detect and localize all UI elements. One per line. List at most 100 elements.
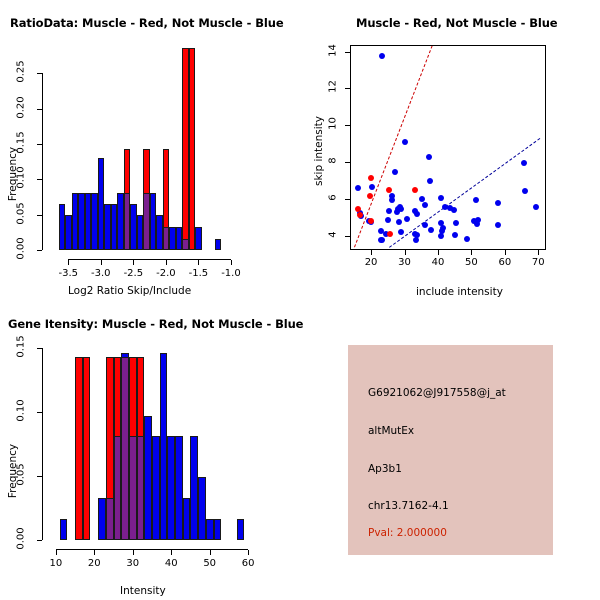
scatter-point [438, 220, 445, 227]
histogram-bar-overlap [123, 192, 131, 250]
probe-id-text: G6921062@J917558@j_at [368, 387, 506, 399]
scatter-point [368, 174, 375, 181]
histogram-bar [71, 192, 79, 250]
x-tick-label: 40 [164, 558, 178, 569]
ratio-histogram-plot-area [52, 45, 257, 250]
scatter-point [418, 196, 425, 203]
scatter-point [475, 217, 482, 224]
scatter-point [386, 208, 393, 215]
scatter-point [388, 193, 395, 200]
y-tick [37, 143, 42, 145]
histogram-bar [104, 204, 111, 250]
y-tick-label: 0.00 [15, 237, 27, 260]
scatter-point [413, 210, 420, 217]
scatter-point [521, 187, 528, 194]
histogram-bar [175, 436, 183, 540]
y-axis-line [42, 347, 43, 540]
scatter-point [427, 177, 434, 184]
x-tick-label: -1.0 [221, 268, 241, 279]
x-tick-label: -2.5 [123, 268, 144, 279]
scatter-point [413, 232, 420, 239]
histogram-bar [98, 497, 106, 540]
histogram-bar [59, 519, 68, 540]
histogram-bar [149, 192, 157, 250]
histogram-bar [188, 47, 196, 250]
histogram-bar [167, 436, 176, 540]
y-tick [37, 411, 42, 413]
scatter-point [437, 195, 444, 202]
scatter-point [442, 204, 449, 211]
scatter-point [366, 193, 373, 200]
scatter-point [356, 211, 363, 218]
x-tick-label: -3.5 [58, 268, 79, 279]
x-tick-label: 10 [49, 558, 63, 569]
histogram-bar-overlap [143, 192, 150, 250]
y-tick [345, 51, 350, 53]
regression-line [353, 46, 433, 248]
histogram-bar [91, 192, 98, 250]
y-tick [37, 73, 42, 75]
scatter-ylabel: skip intensity [313, 116, 325, 186]
histogram-bar [84, 192, 92, 250]
y-tick-label: 12 [327, 80, 339, 94]
x-tick [538, 250, 540, 255]
histogram-bar-overlap [182, 238, 189, 250]
y-tick [37, 179, 42, 181]
histogram-bar [82, 356, 91, 540]
scatter-point [398, 206, 405, 213]
scatter-point [389, 197, 396, 204]
histogram-bar [65, 215, 72, 250]
y-tick-label: 0.05 [15, 463, 27, 486]
x-tick-label: 60 [241, 558, 255, 569]
locus-text: chr13.7162-4.1 [368, 500, 449, 512]
x-tick [94, 550, 96, 555]
panel-info: G6921062@J917558@j_at altMutEx Ap3b1 chr… [300, 300, 600, 600]
histogram-bar [75, 356, 83, 540]
gene-histogram-xlabel: Intensity [120, 585, 166, 597]
scatter-point [398, 229, 405, 236]
y-tick [37, 540, 42, 541]
histogram-bar-overlap [113, 436, 122, 540]
x-tick [504, 250, 506, 255]
histogram-bar [175, 226, 183, 250]
y-tick [345, 162, 350, 164]
x-tick [371, 250, 373, 255]
y-tick [37, 108, 42, 110]
x-tick-label: 30 [126, 558, 140, 569]
scatter-point [379, 236, 386, 243]
x-tick-label: 70 [531, 257, 545, 268]
scatter-point [411, 186, 418, 193]
y-tick-label: 14 [327, 43, 339, 57]
scatter-point [451, 207, 458, 214]
scatter-point [421, 222, 428, 228]
scatter-point [426, 153, 433, 160]
histogram-bar-overlap [105, 497, 114, 540]
scatter-point [453, 220, 460, 227]
histogram-bar [205, 519, 214, 540]
scatter-point [470, 218, 477, 225]
y-tick-label: 0.15 [15, 131, 27, 154]
x-tick [133, 260, 135, 265]
x-axis-line [68, 259, 231, 260]
scatter-point [447, 205, 453, 212]
histogram-bar [159, 352, 168, 540]
y-tick [345, 125, 350, 127]
gene-histogram-title: Gene Itensity: Muscle - Red, Not Muscle … [8, 317, 304, 331]
scatter-point [474, 221, 481, 228]
histogram-bar [169, 226, 176, 250]
scatter-title: Muscle - Red, Not Muscle - Blue [356, 16, 558, 30]
scatter-point [439, 224, 446, 231]
histogram-bar [110, 204, 118, 250]
scatter-point [438, 233, 445, 240]
histogram-bar [190, 436, 199, 540]
x-tick-label: -3.0 [91, 268, 111, 279]
scatter-point [532, 204, 539, 211]
scatter-point [392, 169, 399, 176]
panel-intensity-scatter: Muscle - Red, Not Muscle - Blue skip int… [300, 0, 600, 300]
x-axis-line [55, 549, 249, 550]
scatter-point [464, 235, 471, 242]
y-axis-line [42, 73, 43, 250]
ratio-histogram-xlabel: Log2 Ratio Skip/Include [68, 285, 192, 297]
scatter-clip [351, 46, 545, 249]
y-tick [37, 250, 42, 251]
